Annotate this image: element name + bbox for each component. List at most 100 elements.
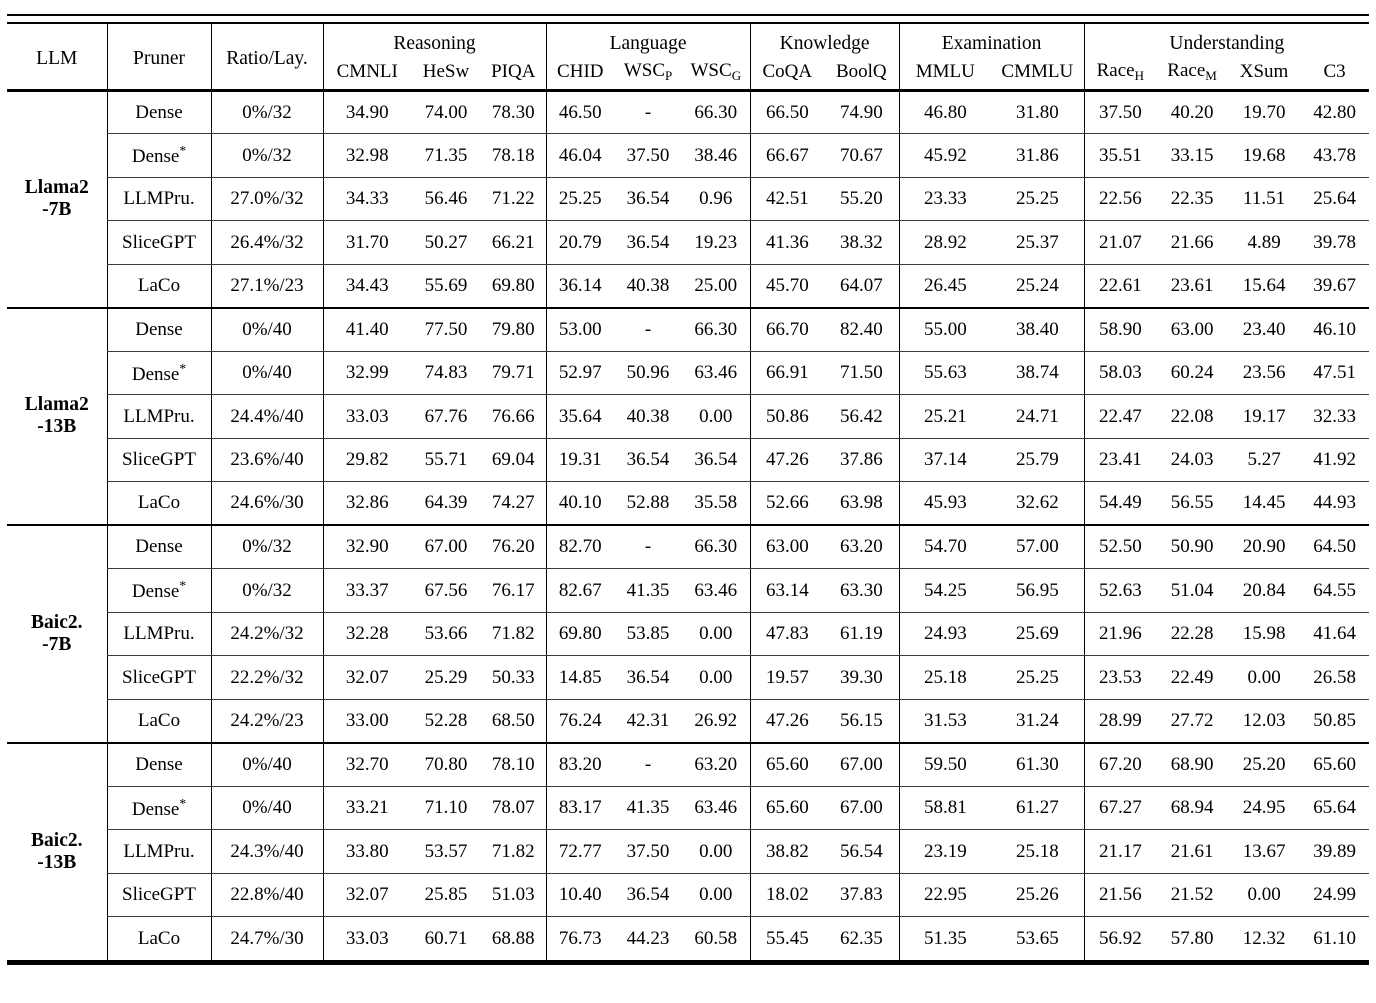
cell-boolq: 63.30 bbox=[824, 568, 900, 613]
pruner-name: SliceGPT bbox=[122, 231, 196, 253]
cell-raceh: 21.07 bbox=[1083, 220, 1157, 265]
cell-mmlu: 22.95 bbox=[898, 873, 992, 917]
pruner-cell: SliceGPT bbox=[106, 438, 211, 482]
cell-boolq: 71.50 bbox=[824, 351, 900, 395]
cell-xsum: 14.45 bbox=[1228, 481, 1301, 526]
metric-name: Race bbox=[1096, 59, 1135, 81]
cell-raceh: 21.56 bbox=[1083, 873, 1157, 917]
cell-racem: 63.00 bbox=[1156, 307, 1229, 352]
cell-chid: 19.31 bbox=[545, 438, 615, 482]
cell-racem: 22.28 bbox=[1156, 612, 1229, 656]
cell-mmlu: 31.53 bbox=[898, 699, 992, 744]
pruner-cell: Dense* bbox=[106, 351, 211, 395]
cell-mmlu: 23.19 bbox=[898, 829, 992, 874]
cell-wscp: 36.54 bbox=[614, 177, 683, 221]
pruner-name: SliceGPT bbox=[122, 666, 196, 688]
cell-c3: 65.64 bbox=[1300, 786, 1370, 830]
cell-racem: 57.80 bbox=[1170, 927, 1214, 949]
cell-xsum: 23.56 bbox=[1228, 351, 1301, 395]
metric-subscript: M bbox=[1205, 67, 1217, 83]
pruner-cell: LLMPru. bbox=[106, 612, 211, 656]
cell-mmlu: 37.14 bbox=[898, 438, 992, 482]
cell-racem: 68.90 bbox=[1156, 742, 1229, 787]
cell-wscg: 35.58 bbox=[682, 481, 751, 526]
cell-racem: 27.72 bbox=[1156, 699, 1229, 744]
llm-cell: Llama2 -7B bbox=[7, 90, 107, 309]
cell-xsum: 11.51 bbox=[1228, 177, 1301, 221]
pruner-cell: LaCo bbox=[106, 699, 211, 744]
cell-boolq: 67.00 bbox=[824, 786, 900, 830]
metric-name: HeSw bbox=[422, 61, 470, 83]
cell-wscp: 40.38 bbox=[614, 394, 683, 439]
cell-racem: 60.24 bbox=[1156, 351, 1229, 395]
cell-mmlu: 28.92 bbox=[898, 220, 992, 265]
cell-c3: 32.33 bbox=[1300, 394, 1370, 439]
cell-mmlu: 58.81 bbox=[898, 786, 992, 830]
cell-c3: 24.99 bbox=[1300, 873, 1370, 917]
ratio-cell: 0%/32 bbox=[210, 568, 323, 613]
cell-cmnli: 32.07 bbox=[322, 873, 411, 917]
pruner-name: Dense bbox=[135, 101, 183, 123]
cell-piqa: 50.33 bbox=[481, 655, 547, 700]
cell-xsum: 25.20 bbox=[1228, 742, 1301, 787]
header-group-understanding: Understanding bbox=[1083, 24, 1370, 58]
cell-coqa: 66.50 bbox=[749, 90, 825, 134]
llm-name-line1: Llama2 bbox=[24, 394, 89, 416]
header-raceh: RaceH bbox=[1083, 58, 1157, 92]
pruner-cell: Dense bbox=[106, 307, 211, 352]
ratio-cell: 24.7%/30 bbox=[210, 916, 323, 960]
table-row: Baic2. -13B Dense 0%/40 32.70 70.80 78.10 83.20… bbox=[7, 742, 1370, 873]
cell-hesw: 56.46 bbox=[411, 177, 481, 221]
cell-wscp: 36.54 bbox=[614, 438, 683, 482]
llm-name-line2: -13B bbox=[37, 851, 77, 873]
cell-wscg: 25.00 bbox=[682, 264, 751, 309]
cell-xsum: 12.03 bbox=[1228, 699, 1301, 744]
top-double-rule bbox=[7, 14, 1369, 24]
metric-name: CoQA bbox=[762, 61, 813, 83]
cell-boolq: 37.86 bbox=[824, 438, 900, 482]
cell-coqa: 65.60 bbox=[749, 786, 825, 830]
cell-cmnli: 32.28 bbox=[322, 612, 411, 656]
table-row: Llama2 -7B Dense 0%/32 34.90 74.00 78.30 46.50-… bbox=[7, 90, 1370, 309]
cell-wscg: 66.30 bbox=[682, 307, 751, 352]
cell-mmlu: 51.35 bbox=[898, 916, 992, 960]
cell-wscp: - bbox=[614, 90, 683, 134]
metric-subscript: H bbox=[1134, 67, 1144, 83]
cell-cmnli: 34.90 bbox=[322, 90, 411, 134]
cell-hesw: 67.00 bbox=[411, 525, 481, 569]
cell-cmnli: 41.40 bbox=[322, 307, 411, 352]
cell-racem: 56.55 bbox=[1156, 481, 1229, 526]
table-row: Baic2. -7B Dense 0%/32 32.90 67.00 76.20 82.70-… bbox=[7, 525, 1370, 744]
pruner-name: Dense bbox=[135, 318, 183, 340]
cell-xsum: 15.98 bbox=[1228, 612, 1301, 656]
metric-name: Race bbox=[1167, 59, 1206, 81]
cell-chid: 20.79 bbox=[545, 220, 615, 265]
cell-cmmlu: 25.24 bbox=[991, 264, 1085, 309]
cell-mmlu: 54.25 bbox=[898, 568, 992, 613]
cell-hesw: 77.50 bbox=[411, 307, 481, 352]
cell-cmnli: 33.21 bbox=[322, 786, 411, 830]
cell-hesw: 55.71 bbox=[411, 438, 481, 482]
cell-cmmlu: 24.71 bbox=[991, 394, 1085, 439]
cell-racem: 21.52 bbox=[1156, 873, 1229, 917]
cell-chid: 52.97 bbox=[545, 351, 615, 395]
pruner-cell: LaCo bbox=[106, 264, 211, 309]
metric-name: CMNLI bbox=[336, 61, 398, 83]
cell-piqa: 71.82 bbox=[481, 612, 547, 656]
cell-hesw: 53.57 bbox=[411, 829, 481, 874]
cell-cmnli: 34.43 bbox=[322, 264, 411, 309]
cell-cmmlu: 25.18 bbox=[991, 829, 1085, 874]
cell-mmlu: 45.92 bbox=[898, 133, 992, 178]
cell-racem: 21.61 bbox=[1156, 829, 1229, 874]
header-cmmlu: CMMLU bbox=[991, 58, 1085, 92]
cell-piqa: 74.27 bbox=[481, 481, 547, 526]
cell-boolq: 56.42 bbox=[824, 394, 900, 439]
pruner-cell: LaCo bbox=[106, 481, 211, 526]
cell-piqa: 79.80 bbox=[481, 307, 547, 352]
cell-wscp: 42.31 bbox=[614, 699, 683, 744]
ratio-cell: 0%/32 bbox=[210, 90, 323, 134]
cell-boolq: 67.00 bbox=[824, 742, 900, 787]
llm-name-line1: Baic2. bbox=[31, 611, 83, 633]
cell-wscg: 60.58 bbox=[694, 927, 738, 949]
cell-chid: 46.50 bbox=[545, 90, 615, 134]
